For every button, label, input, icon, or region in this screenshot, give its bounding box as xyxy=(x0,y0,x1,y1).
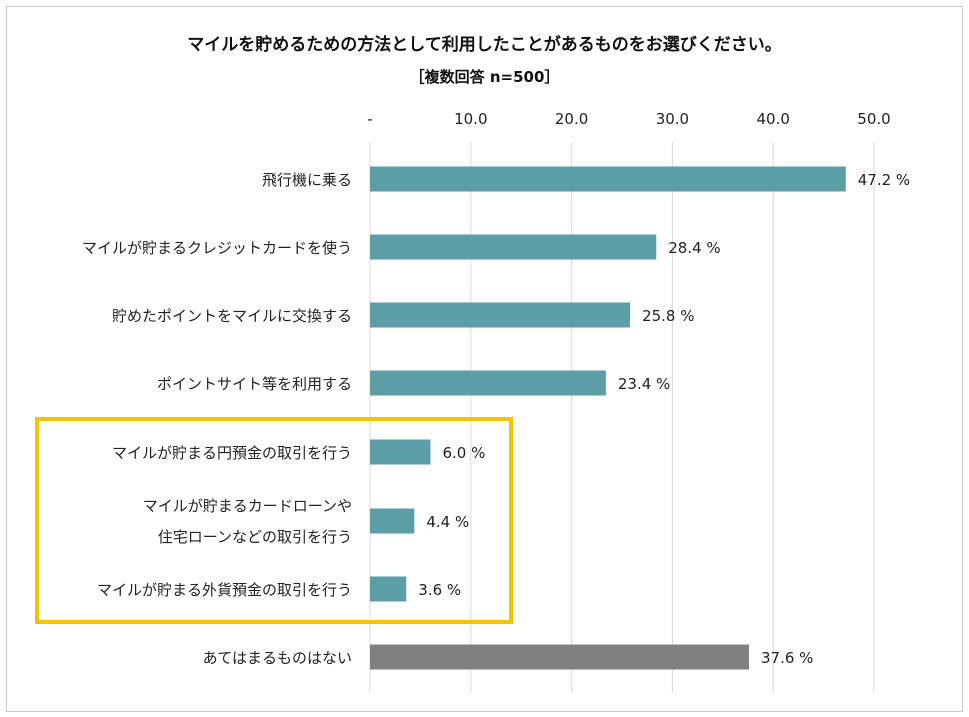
category-label: マイルが貯まるカードローンや xyxy=(143,497,352,515)
bar xyxy=(370,370,606,396)
tick-label: 10.0 xyxy=(454,110,487,128)
bar xyxy=(370,576,407,602)
category-label: 飛行機に乗る xyxy=(262,171,352,189)
category-label: ポイントサイト等を利用する xyxy=(157,375,352,393)
category-label: 住宅ローンなどの取引を行う xyxy=(158,528,352,546)
bar xyxy=(370,166,846,192)
value-label: 4.4 % xyxy=(426,513,469,531)
bar xyxy=(370,439,431,465)
chart-title: マイルを貯めるための方法として利用したことがあるものをお選びください。 xyxy=(187,35,782,55)
bar xyxy=(370,508,415,534)
category-label: マイルが貯まる外貨預金の取引を行う xyxy=(97,581,352,599)
tick-label: 30.0 xyxy=(656,110,689,128)
value-label: 3.6 % xyxy=(418,581,461,599)
chart-frame xyxy=(6,6,963,712)
value-label: 47.2 % xyxy=(858,171,910,189)
category-label: 貯めたポイントをマイルに交換する xyxy=(112,307,352,325)
value-label: 28.4 % xyxy=(668,239,720,257)
chart-subtitle: ［複数回答 n=500］ xyxy=(409,68,560,86)
tick-label: 40.0 xyxy=(756,110,789,128)
category-label: あてはまるものはない xyxy=(203,649,352,667)
bar xyxy=(370,644,750,670)
bar xyxy=(370,302,631,328)
tick-label: 50.0 xyxy=(857,110,890,128)
value-label: 25.8 % xyxy=(642,307,694,325)
value-label: 23.4 % xyxy=(618,375,670,393)
tick-label: 20.0 xyxy=(555,110,588,128)
highlight-box xyxy=(35,417,513,624)
value-label: 6.0 % xyxy=(442,444,485,462)
category-label: マイルが貯まるクレジットカードを使う xyxy=(82,239,352,257)
category-label: マイルが貯まる円預金の取引を行う xyxy=(112,444,352,462)
bar xyxy=(370,234,657,260)
value-label: 37.6 % xyxy=(761,649,813,667)
tick-label: - xyxy=(367,110,372,128)
